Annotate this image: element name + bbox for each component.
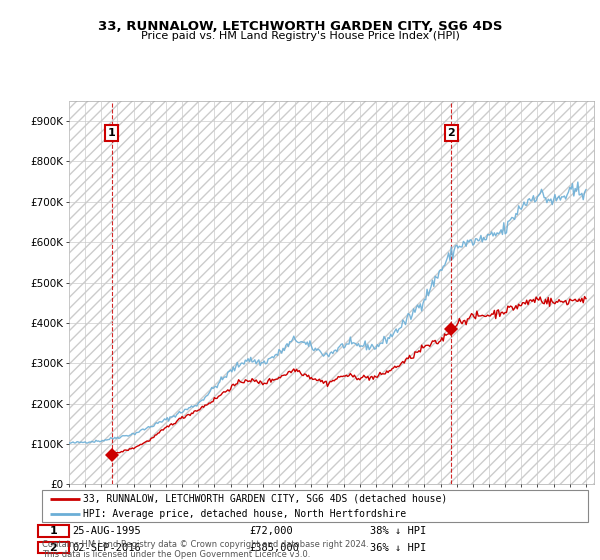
FancyBboxPatch shape bbox=[42, 490, 588, 522]
Text: 2: 2 bbox=[448, 128, 455, 138]
Text: 02-SEP-2016: 02-SEP-2016 bbox=[72, 543, 141, 553]
Text: 1: 1 bbox=[108, 128, 116, 138]
Text: 2: 2 bbox=[50, 543, 58, 553]
FancyBboxPatch shape bbox=[38, 525, 70, 536]
Text: Contains HM Land Registry data © Crown copyright and database right 2024.
This d: Contains HM Land Registry data © Crown c… bbox=[42, 540, 368, 559]
Text: 36% ↓ HPI: 36% ↓ HPI bbox=[370, 543, 426, 553]
Text: 33, RUNNALOW, LETCHWORTH GARDEN CITY, SG6 4DS: 33, RUNNALOW, LETCHWORTH GARDEN CITY, SG… bbox=[98, 20, 502, 32]
Text: £72,000: £72,000 bbox=[250, 526, 293, 536]
Text: Price paid vs. HM Land Registry's House Price Index (HPI): Price paid vs. HM Land Registry's House … bbox=[140, 31, 460, 41]
Text: £385,000: £385,000 bbox=[250, 543, 299, 553]
Text: 38% ↓ HPI: 38% ↓ HPI bbox=[370, 526, 426, 536]
FancyBboxPatch shape bbox=[38, 542, 70, 553]
Text: 1: 1 bbox=[50, 526, 58, 536]
Text: HPI: Average price, detached house, North Hertfordshire: HPI: Average price, detached house, Nort… bbox=[83, 509, 406, 519]
Text: 25-AUG-1995: 25-AUG-1995 bbox=[72, 526, 141, 536]
Text: 33, RUNNALOW, LETCHWORTH GARDEN CITY, SG6 4DS (detached house): 33, RUNNALOW, LETCHWORTH GARDEN CITY, SG… bbox=[83, 493, 447, 503]
